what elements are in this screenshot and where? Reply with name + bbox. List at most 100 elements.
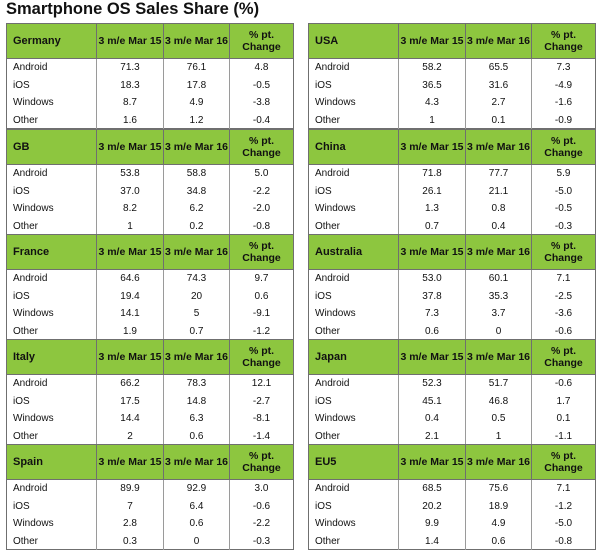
os-name: Other	[309, 322, 399, 340]
share-mar-15: 17.5	[97, 392, 164, 410]
table-body: Android 71.8 77.7 5.9 iOS 26.1 21.1 -5.0 Windows…	[309, 165, 595, 235]
share-change: -9.1	[252, 308, 271, 320]
column-header-mar-16: 3 m/e Mar 16	[466, 130, 532, 164]
share-change: -5.0	[554, 518, 573, 530]
share-mar-16: 0.5	[466, 410, 532, 428]
share-mar-16: 18.9	[466, 497, 532, 515]
table-body: Android 52.3 51.7 -0.6 iOS 45.1 46.8 1.7 Windows…	[309, 375, 595, 445]
column-header-mar-15: 3 m/e Mar 15	[97, 130, 164, 164]
table-row: Android 71.8 77.7 5.9	[309, 165, 595, 183]
share-mar-16: 0.4	[466, 217, 532, 235]
share-mar-16: 0.6	[164, 427, 230, 445]
share-mar-15: 7.3	[399, 305, 466, 323]
share-mar-15: 64.6	[97, 270, 164, 288]
table-row: Windows 0.4 0.5 0.1	[309, 410, 595, 428]
table-row: iOS 19.4 20 0.6	[7, 287, 293, 305]
region-name: Spain	[7, 445, 97, 479]
share-mar-15: 37.8	[399, 287, 466, 305]
table-header: Japan 3 m/e Mar 15 3 m/e Mar 16 % pt. Chang…	[309, 340, 595, 375]
os-name: iOS	[7, 182, 97, 200]
table-row: Windows 7.3 3.7 -3.6	[309, 305, 595, 323]
region-table: USA 3 m/e Mar 15 3 m/e Mar 16 % pt. Change A…	[308, 23, 596, 129]
share-change: -0.4	[252, 114, 271, 126]
os-name: Windows	[7, 200, 97, 218]
share-mar-15: 71.3	[97, 59, 164, 77]
column-header-mar-15: 3 m/e Mar 15	[97, 445, 164, 479]
os-name: Android	[7, 480, 97, 498]
table-row: Other 1.9 0.7 -1.2	[7, 322, 293, 340]
table-row: Android 89.9 92.9 3.0	[7, 480, 293, 498]
share-mar-16: 60.1	[466, 270, 532, 288]
share-change: 5.9	[556, 168, 571, 180]
column-header-mar-16: 3 m/e Mar 16	[164, 445, 230, 479]
share-change: 4.8	[254, 62, 269, 74]
column-header-mar-16: 3 m/e Mar 16	[164, 130, 230, 164]
os-name: iOS	[309, 76, 399, 94]
share-mar-16: 6.2	[164, 200, 230, 218]
column-header-mar-15: 3 m/e Mar 15	[97, 235, 164, 269]
share-change: -1.1	[554, 430, 573, 442]
table-row: Android 58.2 65.5 7.3	[309, 59, 595, 77]
table-row: iOS 20.2 18.9 -1.2	[309, 497, 595, 515]
share-mar-15: 45.1	[399, 392, 466, 410]
table-row: Other 1.6 1.2 -0.4	[7, 111, 293, 129]
table-row: iOS 7 6.4 -0.6	[7, 497, 293, 515]
os-name: Other	[7, 217, 97, 235]
table-row: Other 2.1 1 -1.1	[309, 427, 595, 445]
column-header-mar-15: 3 m/e Mar 15	[399, 24, 466, 58]
os-name: iOS	[309, 287, 399, 305]
region-name: France	[7, 235, 97, 269]
share-change: -0.6	[554, 378, 573, 390]
share-mar-16: 78.3	[164, 375, 230, 393]
table-row: Windows 9.9 4.9 -5.0	[309, 515, 595, 533]
os-name: iOS	[309, 182, 399, 200]
share-change: -2.2	[252, 185, 271, 197]
os-name: Android	[7, 165, 97, 183]
share-mar-16: 5	[164, 305, 230, 323]
column-header-mar-15: 3 m/e Mar 15	[399, 340, 466, 374]
region-table: Australia 3 m/e Mar 15 3 m/e Mar 16 % pt. C…	[308, 234, 596, 340]
table-row: Other 1 0.1 -0.9	[309, 111, 595, 129]
table-body: Android 53.0 60.1 7.1 iOS 37.8 35.3 -2.5 Windows…	[309, 270, 595, 340]
os-name: Windows	[309, 305, 399, 323]
table-header: France 3 m/e Mar 15 3 m/e Mar 16 % pt. Chan…	[7, 235, 293, 270]
share-change: 7.1	[556, 273, 571, 285]
share-mar-16: 1	[466, 427, 532, 445]
share-change: -1.2	[554, 500, 573, 512]
share-mar-16: 0.7	[164, 322, 230, 340]
share-mar-15: 4.3	[399, 94, 466, 112]
column-header-mar-15: 3 m/e Mar 15	[399, 445, 466, 479]
os-name: Android	[309, 270, 399, 288]
share-change: -2.7	[252, 395, 271, 407]
share-change: -8.1	[252, 413, 271, 425]
share-change: -2.2	[252, 518, 271, 530]
table-row: Other 0.3 0 -0.3	[7, 532, 293, 550]
share-change: -4.9	[554, 79, 573, 91]
table-body: Android 53.8 58.8 5.0 iOS 37.0 34.8 -2.2 Windows…	[7, 165, 293, 235]
table-row: Windows 14.4 6.3 -8.1	[7, 410, 293, 428]
table-row: Android 53.8 58.8 5.0	[7, 165, 293, 183]
region-name: USA	[309, 24, 399, 58]
region-table: France 3 m/e Mar 15 3 m/e Mar 16 % pt. Chan…	[6, 234, 294, 340]
share-change: -1.4	[252, 430, 271, 442]
table-header: China 3 m/e Mar 15 3 m/e Mar 16 % pt. Chang…	[309, 130, 595, 165]
table-body: Android 89.9 92.9 3.0 iOS 7 6.4 -0.6 Windows 2.8 0…	[7, 480, 293, 550]
share-mar-16: 77.7	[466, 165, 532, 183]
share-mar-15: 53.0	[399, 270, 466, 288]
region-name: EU5	[309, 445, 399, 479]
table-body: Android 66.2 78.3 12.1 iOS 17.5 14.8 -2.7 Window…	[7, 375, 293, 445]
share-mar-16: 3.7	[466, 305, 532, 323]
table-row: iOS 26.1 21.1 -5.0	[309, 182, 595, 200]
column-header-change: % pt. Change	[544, 29, 583, 53]
region-table: China 3 m/e Mar 15 3 m/e Mar 16 % pt. Chang…	[308, 129, 596, 235]
column-header-change: % pt. Change	[544, 450, 583, 474]
share-change: -3.6	[554, 308, 573, 320]
share-mar-16: 74.3	[164, 270, 230, 288]
share-mar-15: 36.5	[399, 76, 466, 94]
share-mar-16: 0.1	[466, 111, 532, 129]
column-header-change: % pt. Change	[242, 240, 281, 264]
share-mar-16: 2.7	[466, 94, 532, 112]
share-mar-15: 68.5	[399, 480, 466, 498]
share-mar-16: 0.8	[466, 200, 532, 218]
table-row: Other 2 0.6 -1.4	[7, 427, 293, 445]
